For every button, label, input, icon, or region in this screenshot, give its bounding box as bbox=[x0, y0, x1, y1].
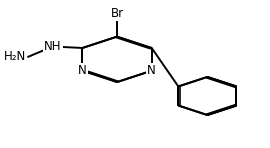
Text: Br: Br bbox=[110, 8, 124, 20]
Text: N: N bbox=[78, 64, 87, 77]
Text: N: N bbox=[147, 64, 156, 77]
Text: NH: NH bbox=[44, 40, 62, 53]
Text: H₂N: H₂N bbox=[4, 50, 26, 63]
